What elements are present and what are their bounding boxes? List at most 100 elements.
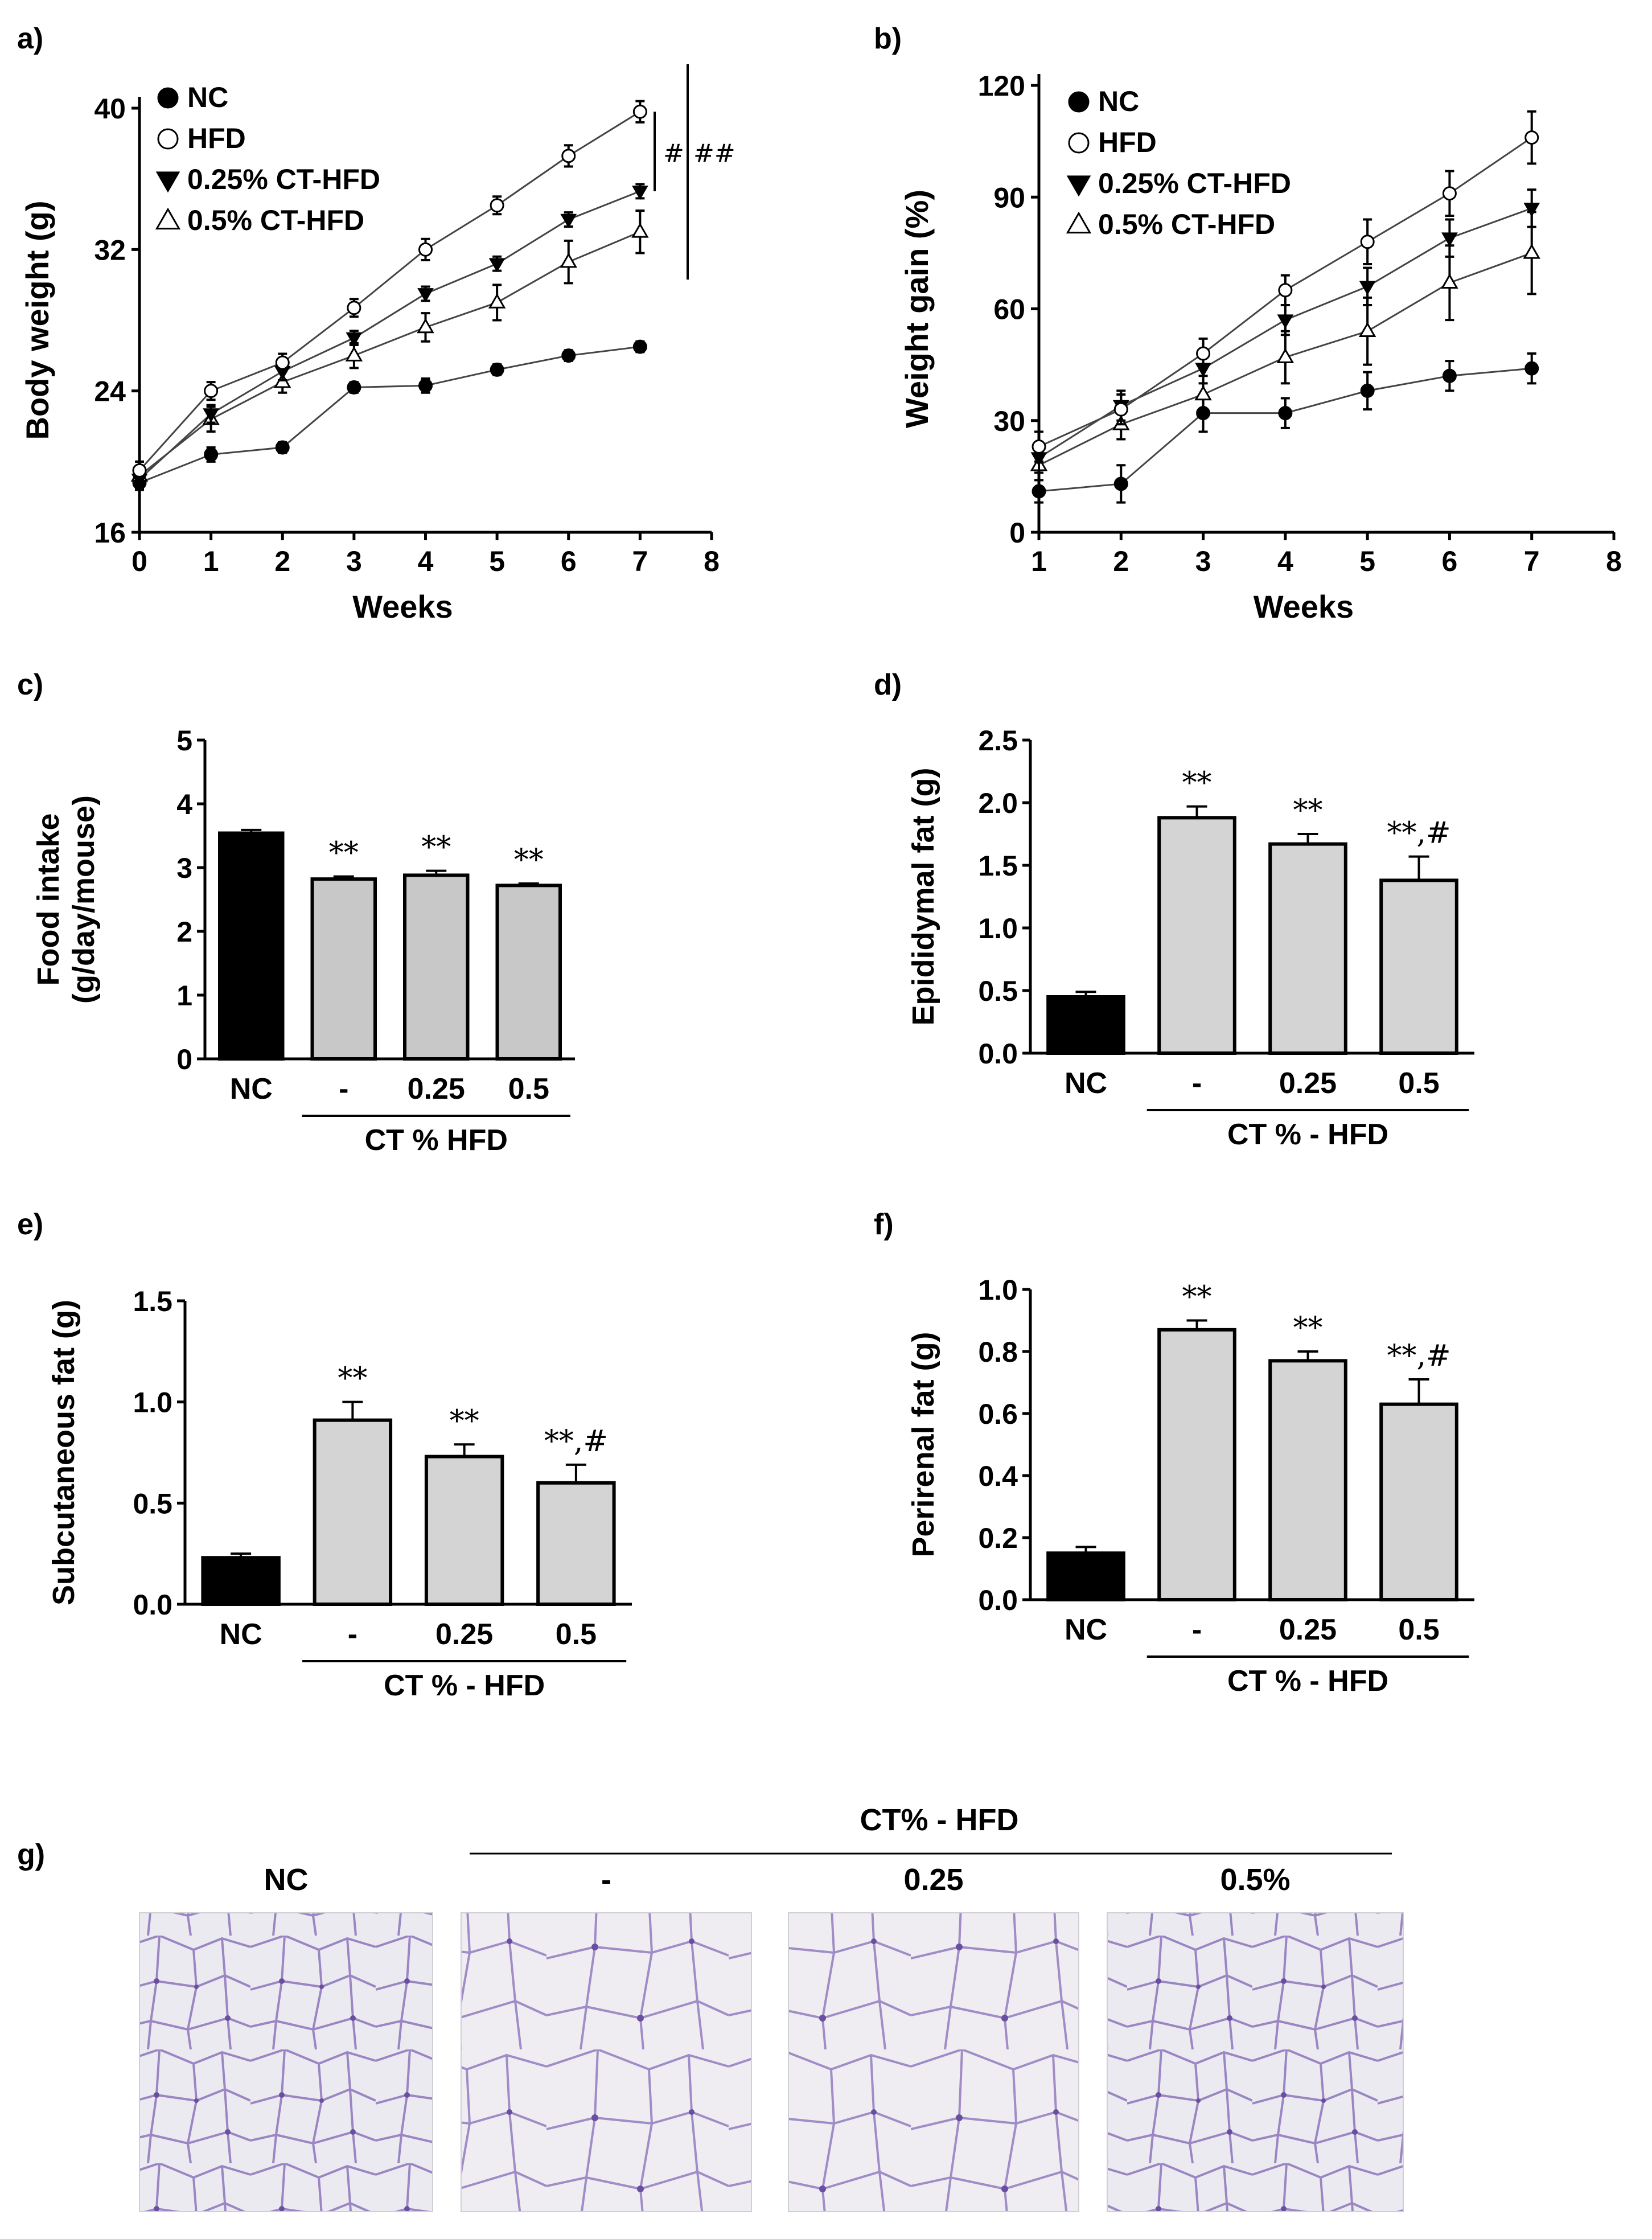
y-axis-label: Perirenal fat (g) [906, 1332, 940, 1557]
error-bar [1186, 1319, 1207, 1330]
legend-label: NC [1098, 85, 1139, 117]
y-tick-label: 1.0 [978, 913, 1018, 944]
data-point [417, 288, 434, 303]
panel-label: e) [17, 1208, 43, 1241]
category-label: 0.5 [508, 1073, 549, 1106]
y-tick-label: 0.0 [978, 1584, 1018, 1616]
data-point [418, 242, 433, 257]
column-label: 0.25 [903, 1863, 963, 1897]
y-tick-label: 0.6 [978, 1398, 1018, 1430]
group-label: CT % HFD [365, 1124, 508, 1157]
data-point [1032, 484, 1046, 499]
significance-label: ** [514, 843, 544, 877]
x-tick-label: 6 [561, 545, 577, 577]
y-tick-label: 0.8 [978, 1336, 1018, 1368]
bar [1268, 1359, 1347, 1602]
error-bar [1297, 833, 1318, 844]
error-bar [241, 828, 262, 833]
legend-label: 0.5% CT-HFD [187, 204, 364, 236]
significance-label: ** [338, 1362, 367, 1396]
x-tick-label: 3 [346, 545, 362, 577]
error-bar [1186, 805, 1207, 818]
data-point [1523, 244, 1540, 259]
error-bar [1408, 855, 1429, 881]
column-label: NC [264, 1863, 309, 1897]
y-tick-label: 0 [1009, 517, 1025, 549]
category-label: NC [1065, 1067, 1107, 1100]
significance-label: ** [1293, 794, 1323, 828]
data-point [1360, 235, 1375, 249]
histology-image [788, 1912, 1079, 2212]
y-axis-label: (g/day/mouse) [67, 795, 101, 1004]
data-point [1360, 383, 1375, 398]
x-tick-label: 1 [203, 545, 219, 577]
y-tick-label: 3 [176, 852, 192, 884]
data-point [1278, 406, 1293, 421]
column-label: 0.5% [1220, 1863, 1290, 1897]
legend-marker [155, 207, 181, 230]
data-point [1441, 273, 1458, 289]
histology-image [1107, 1912, 1404, 2212]
data-point [347, 380, 361, 395]
data-point [1523, 203, 1540, 217]
legend-label: HFD [1098, 126, 1157, 158]
bar [1157, 816, 1236, 1055]
y-tick-label: 120 [978, 70, 1025, 102]
error-bar [1408, 1378, 1429, 1404]
data-point [631, 186, 648, 200]
bar [1379, 878, 1458, 1055]
data-point [1196, 346, 1211, 361]
x-axis-label: Weeks [1254, 589, 1354, 625]
data-point [1276, 348, 1295, 363]
x-tick-label: 5 [1359, 545, 1375, 577]
error-bar [454, 1443, 475, 1457]
x-tick-label: 7 [1524, 545, 1540, 577]
data-point [488, 258, 506, 273]
x-tick-label: 7 [632, 545, 648, 577]
category-label: 0.5 [1398, 1613, 1439, 1646]
significance-label: ** [450, 1404, 479, 1438]
bar [424, 1455, 504, 1607]
legend-marker [157, 128, 179, 150]
bar [201, 1556, 281, 1607]
y-axis-label: Epididymal fat (g) [906, 767, 940, 1025]
data-point [1113, 476, 1128, 491]
bar [1379, 1402, 1458, 1601]
data-point [417, 318, 434, 334]
legend-label: NC [187, 81, 228, 113]
y-tick-label: 2 [176, 916, 192, 948]
bar [536, 1481, 616, 1607]
y-tick-label: 4 [176, 788, 192, 820]
y-tick-label: 5 [176, 725, 192, 757]
panel-g: g) CT% - HFD NC - 0.25 0.5% [17, 1803, 1404, 2212]
legend-marker [155, 171, 180, 193]
data-point [560, 252, 577, 268]
error-bar [1075, 991, 1096, 997]
y-tick-label: 40 [94, 93, 126, 125]
series-line [138, 190, 640, 480]
significance-label: **,# [1387, 1339, 1450, 1373]
group-label: CT % - HFD [384, 1669, 545, 1702]
x-tick-label: 4 [418, 545, 434, 577]
legend-label: HFD [187, 122, 246, 154]
significance-label: **,# [544, 1424, 608, 1459]
bar [1046, 995, 1125, 1055]
data-point [418, 378, 433, 393]
error-bar [333, 875, 354, 880]
data-point [1359, 281, 1376, 295]
data-point [1358, 322, 1376, 338]
data-point [632, 339, 647, 354]
y-tick-label: 30 [993, 405, 1025, 437]
data-point [132, 463, 147, 478]
x-tick-label: 1 [1031, 545, 1047, 577]
bar [1046, 1551, 1125, 1601]
legend-label: 0.25% CT-HFD [1098, 167, 1291, 199]
panel-c: c) 0 1 2 3 4 5 NC ** - ** 0.25 ** 0.5CT % HFD Food int… [17, 668, 575, 1157]
data-point [490, 198, 504, 213]
column-label: - [601, 1863, 611, 1897]
x-axis-label: Weeks [352, 589, 453, 625]
data-point [204, 447, 219, 462]
data-point [631, 223, 649, 238]
category-label: 0.25 [435, 1618, 493, 1651]
